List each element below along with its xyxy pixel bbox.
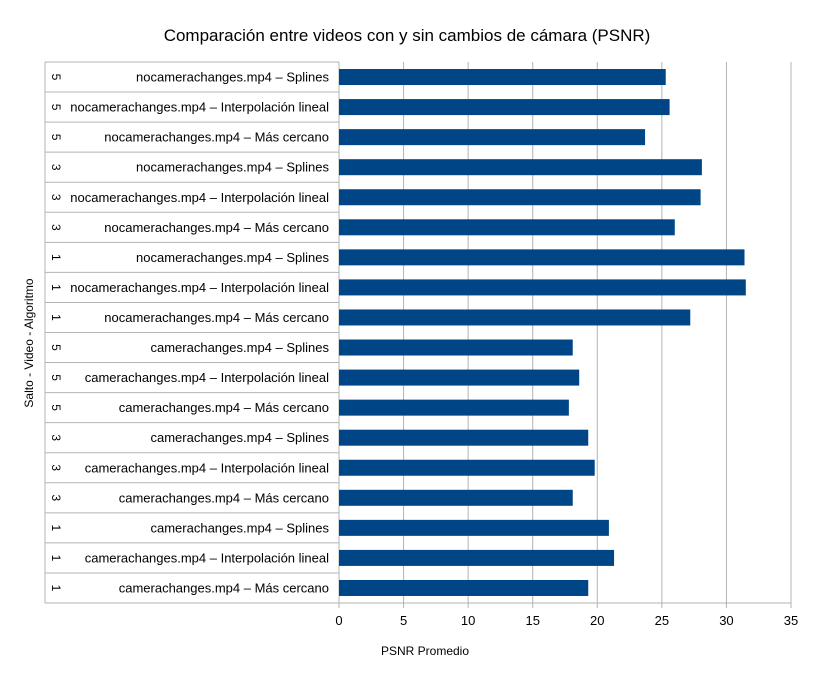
category-label: nocamerachanges.mp4 – Splines: [136, 70, 329, 85]
category-label: camerachanges.mp4 – Interpolación lineal: [85, 370, 329, 385]
bar: [339, 549, 615, 566]
jump-label: 5: [49, 344, 63, 351]
jump-label: 1: [49, 585, 63, 592]
category-label: camerachanges.mp4 – Splines: [151, 340, 330, 355]
jump-label: 3: [49, 494, 63, 501]
jump-label: 3: [49, 464, 63, 471]
grid-layer: [44, 61, 792, 608]
jump-label: 1: [49, 284, 63, 291]
category-label: nocamerachanges.mp4 – Interpolación line…: [70, 280, 329, 295]
bar: [339, 429, 589, 446]
category-labels-layer: nocamerachanges.mp4 – Splines 5 nocamerach…: [49, 70, 329, 596]
jump-label: 3: [49, 224, 63, 231]
bar: [339, 459, 595, 476]
x-tick-label: 5: [400, 613, 407, 628]
bar: [339, 99, 670, 116]
category-label: nocamerachanges.mp4 – Splines: [136, 250, 329, 265]
bar: [339, 369, 580, 386]
bar: [339, 339, 573, 356]
category-label: nocamerachanges.mp4 – Splines: [136, 160, 329, 175]
bar: [339, 249, 745, 266]
x-tick-label: 20: [590, 613, 604, 628]
jump-label: 5: [49, 134, 63, 141]
bar: [339, 189, 701, 206]
category-label: nocamerachanges.mp4 – Interpolación line…: [70, 100, 329, 115]
bar: [339, 219, 675, 236]
x-tick-label: 25: [655, 613, 669, 628]
x-tick-label: 35: [784, 613, 798, 628]
category-label: nocamerachanges.mp4 – Interpolación line…: [70, 190, 329, 205]
jump-label: 1: [49, 254, 63, 261]
x-tick-label: 30: [719, 613, 733, 628]
jump-label: 3: [49, 194, 63, 201]
x-tick-labels-layer: 0 5 10 15 20 25 30 35: [335, 613, 798, 628]
bar: [339, 399, 569, 416]
category-label: camerachanges.mp4 – Más cercano: [119, 400, 329, 415]
bar: [339, 309, 691, 326]
bars-layer: [339, 69, 746, 596]
x-tick-label: 10: [461, 613, 475, 628]
category-label: camerachanges.mp4 – Splines: [151, 520, 330, 535]
category-label: camerachanges.mp4 – Splines: [151, 430, 330, 445]
x-tick-label: 15: [525, 613, 539, 628]
jump-label: 5: [49, 104, 63, 111]
bar: [339, 129, 646, 146]
x-tick-label: 0: [335, 613, 342, 628]
x-axis-title: PSNR Promedio: [381, 644, 469, 658]
category-label: nocamerachanges.mp4 – Más cercano: [104, 310, 329, 325]
category-label: camerachanges.mp4 – Interpolación lineal: [85, 460, 329, 475]
category-label: camerachanges.mp4 – Más cercano: [119, 580, 329, 595]
y-axis-title: Salto - Video - Algoritmo: [22, 278, 36, 408]
jump-label: 1: [49, 314, 63, 321]
category-label: nocamerachanges.mp4 – Más cercano: [104, 220, 329, 235]
bar: [339, 579, 589, 596]
jump-label: 3: [49, 164, 63, 171]
bar: [339, 519, 609, 536]
jump-label: 1: [49, 525, 63, 532]
bar: [339, 489, 573, 506]
category-label: camerachanges.mp4 – Más cercano: [119, 490, 329, 505]
bar: [339, 159, 702, 176]
bar: [339, 279, 746, 296]
jump-label: 1: [49, 555, 63, 562]
jump-label: 5: [49, 374, 63, 381]
jump-label: 3: [49, 434, 63, 441]
jump-label: 5: [49, 404, 63, 411]
jump-label: 5: [49, 74, 63, 81]
bar: [339, 69, 666, 86]
chart-title: Comparación entre videos con y sin cambi…: [164, 26, 651, 45]
category-label: camerachanges.mp4 – Interpolación lineal: [85, 550, 329, 565]
category-label: nocamerachanges.mp4 – Más cercano: [104, 130, 329, 145]
